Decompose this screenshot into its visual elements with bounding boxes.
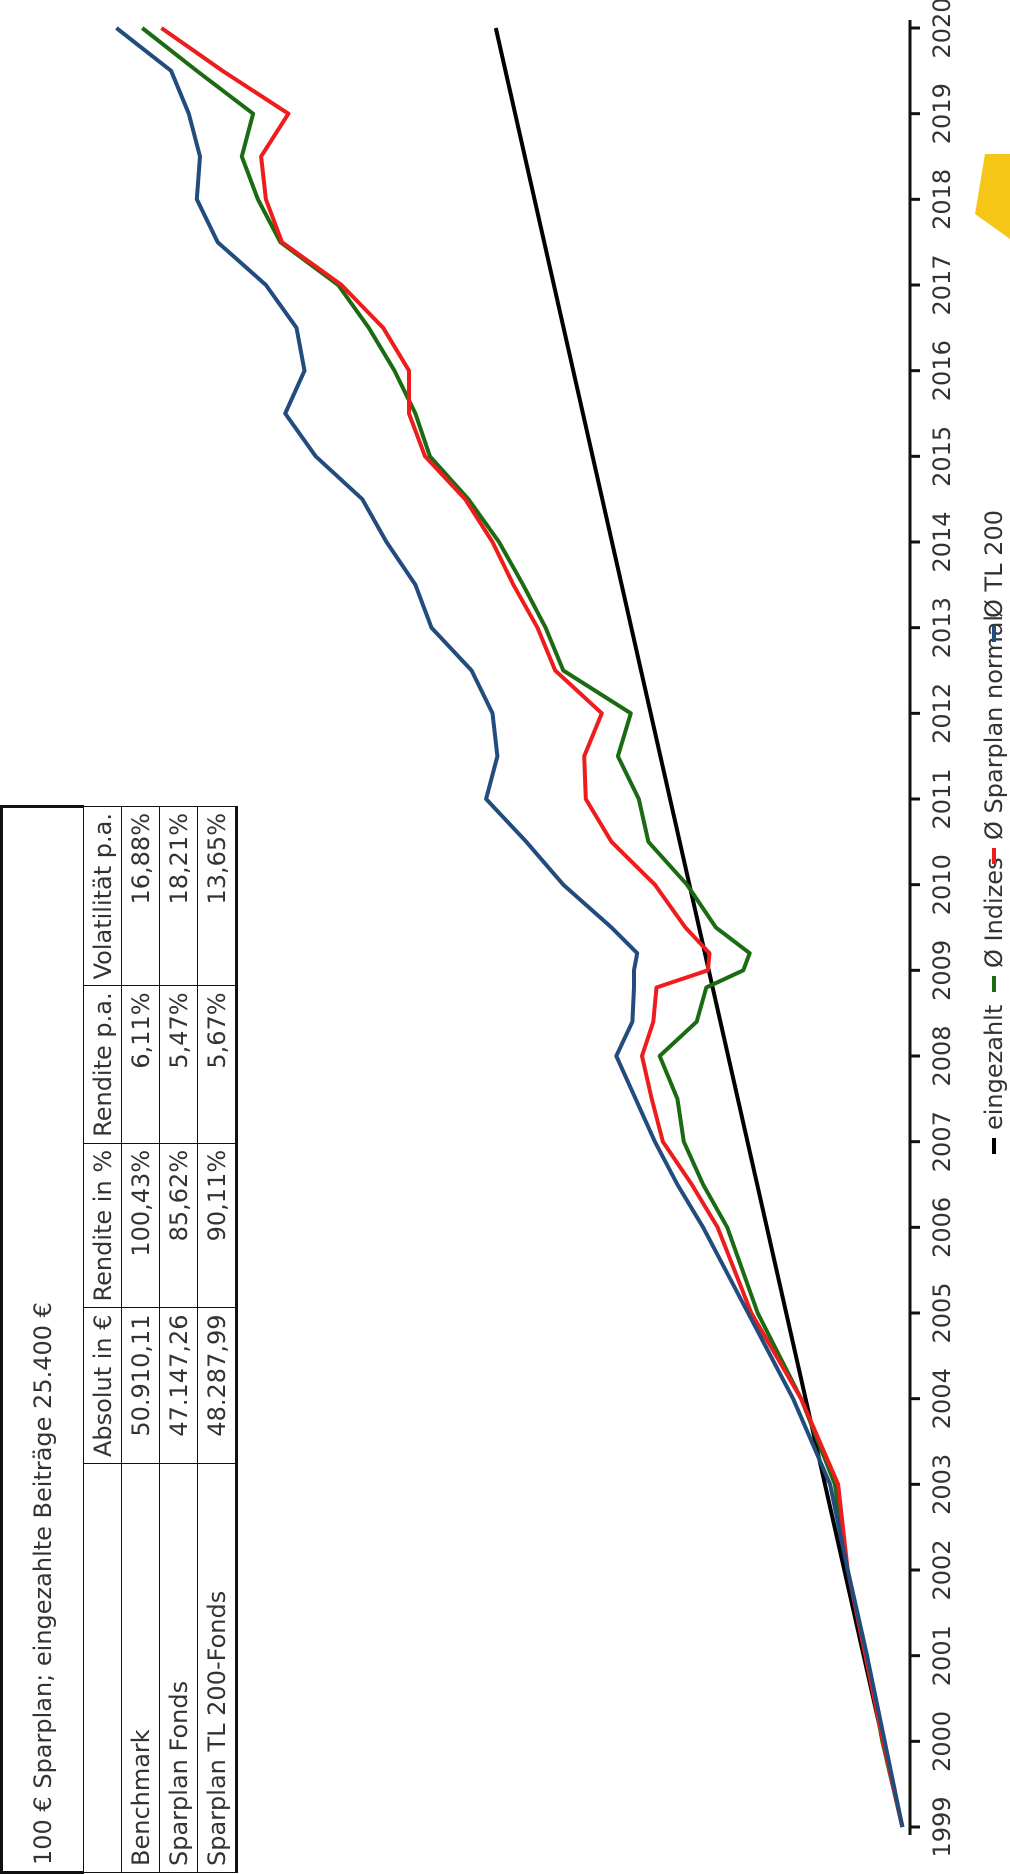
table-caption: 100 € Sparplan; eingezahlte Beiträge 25.…	[1, 806, 84, 1873]
table-row: Benchmark 50.910,11 100,43% 6,11% 16,88%	[121, 806, 160, 1873]
x-tick-label: 2012	[928, 683, 956, 744]
legend-label: Ø TL 200	[980, 510, 1008, 618]
x-tick-label: 2017	[928, 254, 956, 315]
cell-absolute: 47.147,26	[159, 1307, 198, 1464]
series-line-3	[115, 26, 905, 1828]
series-line-0	[493, 27, 905, 1828]
x-tick-label: 2018	[928, 169, 956, 230]
x-tick-label: 2009	[928, 940, 956, 1001]
x-tick-label: 2014	[928, 511, 956, 572]
row-label: Benchmark	[121, 1463, 160, 1873]
x-tick-label: 2006	[928, 1197, 956, 1258]
table-header-volatility: Volatilität p.a.	[83, 806, 122, 986]
yellow-accent-shape	[975, 154, 1010, 239]
x-tick-label: 2001	[928, 1625, 956, 1686]
x-tick-label: 2010	[928, 854, 956, 915]
row-label: Sparplan Fonds	[159, 1463, 198, 1873]
cell-return-pa: 5,67%	[197, 985, 237, 1144]
table-row: Sparplan Fonds 47.147,26 85,62% 5,47% 18…	[159, 806, 198, 1873]
table-header-return-pa: Rendite p.a.	[83, 985, 122, 1144]
table-header-blank	[83, 1463, 122, 1873]
x-tick-label: 1999	[928, 1796, 956, 1857]
row-label: Sparplan TL 200-Fonds	[197, 1463, 237, 1873]
x-tick-label: 2020	[928, 0, 956, 59]
x-tick-label: 2015	[928, 426, 956, 487]
x-tick-label: 2013	[928, 597, 956, 658]
x-tick-label: 2005	[928, 1282, 956, 1343]
table-row: Sparplan TL 200-Fonds 48.287,99 90,11% 5…	[197, 806, 237, 1873]
x-tick-label: 2007	[928, 1111, 956, 1172]
cell-return: 100,43%	[121, 1143, 160, 1308]
x-tick-label: 2000	[928, 1711, 956, 1772]
series-line-2	[160, 26, 905, 1828]
cell-return: 90,11%	[197, 1143, 237, 1308]
x-axis-ticks: 1999 2000 2001 2002 2003 2004 2005 2006 2007 2008…	[910, 0, 956, 1858]
x-tick-label: 2008	[928, 1025, 956, 1086]
x-tick-label: 2003	[928, 1454, 956, 1515]
series-layer	[115, 26, 905, 1828]
statistics-table: 100 € Sparplan; eingezahlte Beiträge 25.…	[0, 805, 237, 1874]
table-header-absolute: Absolut in €	[83, 1307, 122, 1464]
legend-label: eingezahlt	[980, 1005, 1008, 1130]
cell-absolute: 48.287,99	[197, 1307, 237, 1464]
legend-label: Ø Sparplan normal	[980, 615, 1008, 840]
cell-absolute: 50.910,11	[121, 1307, 160, 1464]
cell-return-pa: 6,11%	[121, 985, 160, 1144]
series-line-1	[140, 26, 905, 1828]
x-tick-label: 2019	[928, 83, 956, 144]
cell-return-pa: 5,47%	[159, 985, 198, 1144]
x-tick-label: 2016	[928, 340, 956, 401]
x-tick-label: 2004	[928, 1368, 956, 1429]
cell-volatility: 18,21%	[159, 806, 198, 986]
table-header-row: Absolut in € Rendite in % Rendite p.a. V…	[83, 806, 122, 1873]
x-tick-label: 2011	[928, 768, 956, 829]
cell-return: 85,62%	[159, 1143, 198, 1308]
table-header-return: Rendite in %	[83, 1143, 122, 1308]
x-tick-label: 2002	[928, 1539, 956, 1600]
legend-label: Ø Indizes	[980, 857, 1008, 968]
cell-volatility: 13,65%	[197, 806, 237, 986]
cell-volatility: 16,88%	[121, 806, 160, 986]
